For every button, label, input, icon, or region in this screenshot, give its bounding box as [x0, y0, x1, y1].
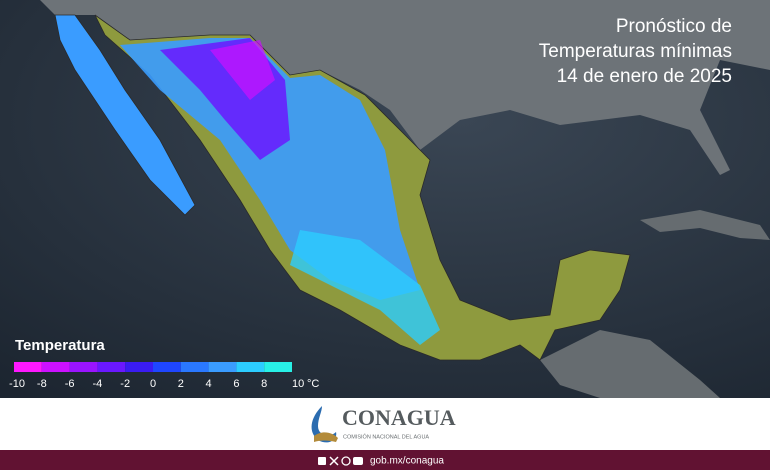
logo-name: CONAGUA	[342, 405, 456, 430]
footer-url[interactable]: gob.mx/conagua	[370, 456, 444, 467]
logo-band	[0, 398, 770, 450]
legend-swatch	[125, 362, 153, 372]
logo-subtitle: COMISIÓN NACIONAL DEL AGUA	[343, 433, 429, 440]
x-icon[interactable]	[329, 456, 339, 466]
cold-region	[120, 38, 420, 300]
legend-swatch	[41, 362, 70, 372]
legend-tick-label: -8	[37, 378, 47, 390]
youtube-icon[interactable]	[353, 457, 363, 465]
logo-icon-wave	[314, 432, 338, 442]
logo-icon	[311, 406, 337, 443]
very-cold-region	[210, 40, 275, 100]
legend-swatch	[208, 362, 237, 372]
legend: -10 -8 -6 -4 -2 0 2 4 6 8 10 °C	[9, 362, 319, 390]
legend-tick-label: 8	[261, 378, 267, 390]
legend-tick-label: 2	[178, 378, 184, 390]
legend-swatch	[264, 362, 292, 372]
legend-swatch	[180, 362, 209, 372]
legend-swatch	[153, 362, 181, 372]
legend-tick-label: -4	[93, 378, 103, 390]
footer	[0, 450, 770, 470]
legend-swatch	[14, 362, 42, 372]
legend-unit: °C	[307, 378, 319, 390]
legend-tick-label: 0	[150, 378, 156, 390]
title: Pronóstico de Temperaturas mínimas 14 de e…	[539, 16, 732, 87]
legend-swatch	[97, 362, 126, 372]
legend-tick-label: 10	[292, 378, 304, 390]
baja-california	[54, 14, 196, 216]
legend-tick-label: 6	[233, 378, 239, 390]
usa-land	[0, 0, 770, 175]
instagram-icon[interactable]	[341, 456, 351, 466]
legend-tick-label: -6	[65, 378, 75, 390]
legend-tick-label: -2	[120, 378, 130, 390]
title-line: Pronóstico de	[616, 16, 732, 37]
legend-tick-label: -10	[9, 378, 25, 390]
title-line: 14 de enero de 2025	[557, 66, 732, 87]
legend-swatch	[236, 362, 265, 372]
central-america	[540, 330, 720, 398]
title-line: Temperaturas mínimas	[539, 41, 732, 62]
cuba	[640, 210, 770, 240]
legend-tick-label: 4	[206, 378, 212, 390]
facebook-icon[interactable]	[318, 457, 326, 465]
legend-title: Temperatura	[15, 337, 105, 354]
cool-region	[290, 230, 440, 345]
legend-swatch	[69, 362, 98, 372]
